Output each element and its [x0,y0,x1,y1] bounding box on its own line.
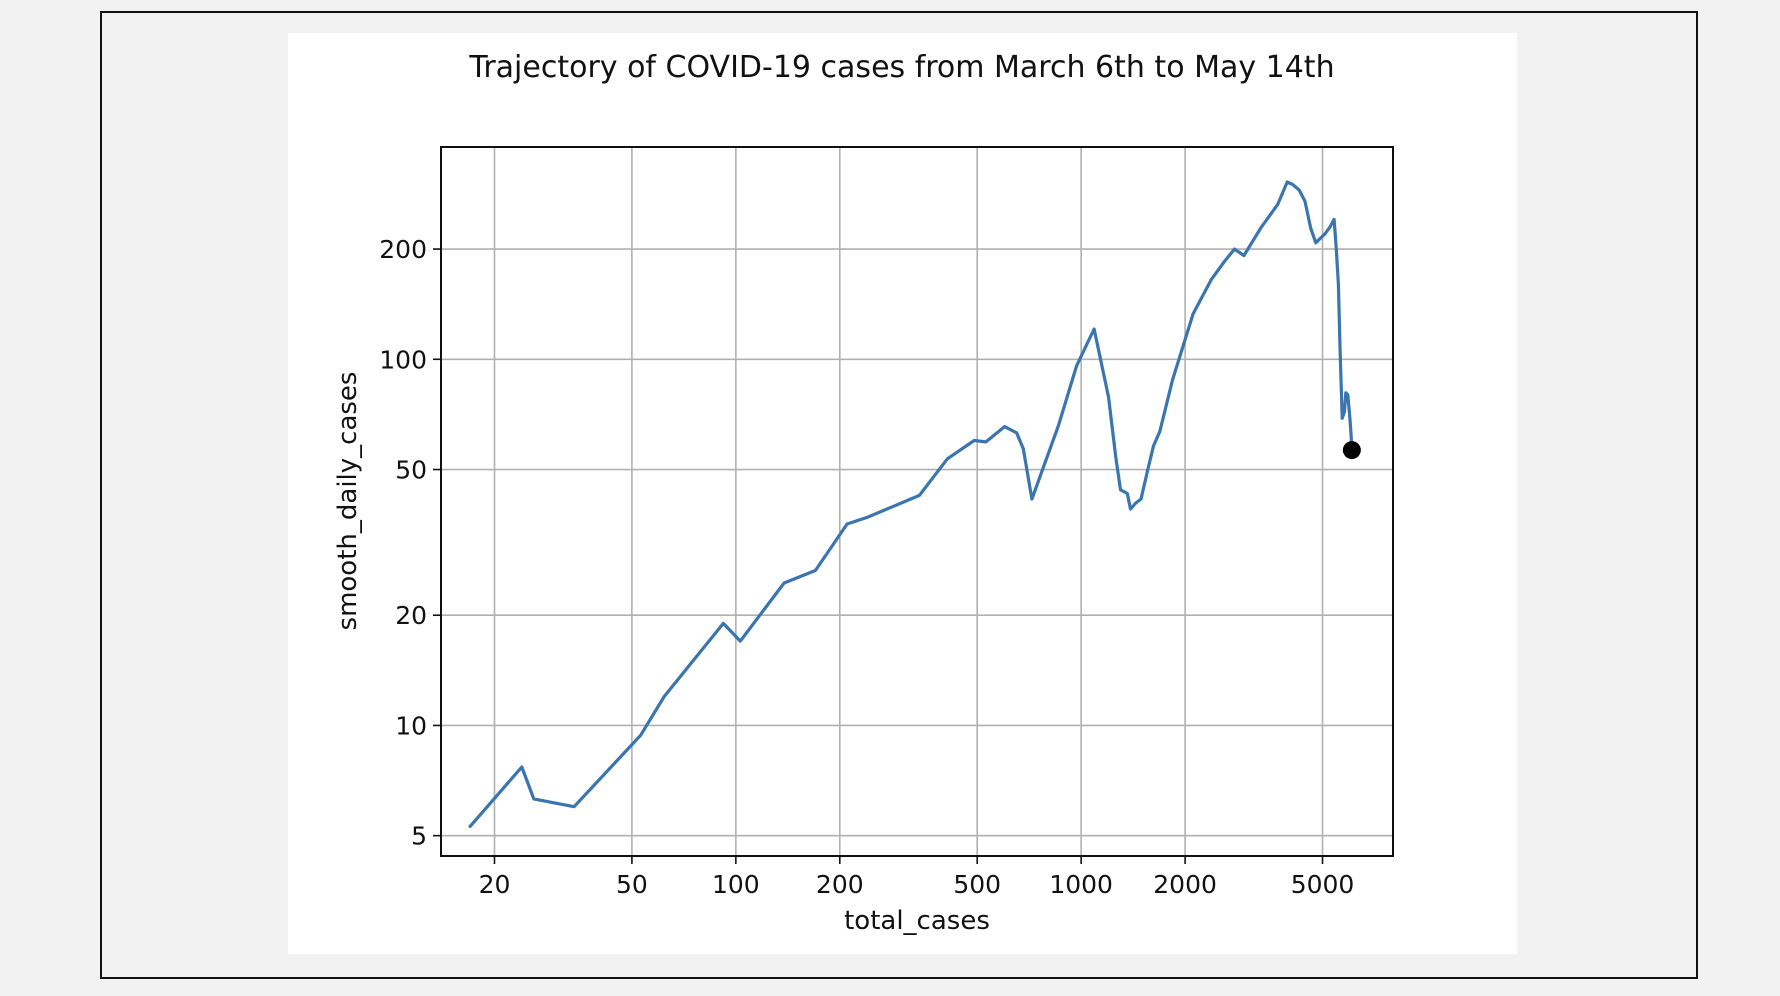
y-tick-label: 200 [379,235,427,264]
y-axis-label: smooth_daily_cases [333,372,363,631]
x-axis-label: total_cases [844,906,990,936]
x-tick-label: 100 [712,870,760,899]
y-tick-label: 50 [395,456,427,485]
x-tick-label: 200 [816,870,864,899]
x-tick-label: 5000 [1291,870,1355,899]
y-tick-label: 5 [411,822,427,851]
x-tick-label: 1000 [1049,870,1113,899]
ticks: 20 50 100 200 500 1000 2000 5000 5 10 20 50 100 200 [379,235,1354,899]
chart-title: Trajectory of COVID-19 cases from March … [468,50,1334,85]
chart: Trajectory of COVID-19 cases from March … [333,50,1394,936]
end-point-marker [1342,441,1361,460]
grid [441,147,1393,856]
x-tick-label: 500 [953,870,1001,899]
figure-frame: Trajectory of COVID-19 cases from March … [100,11,1698,979]
series [468,180,1361,829]
x-tick-label: 2000 [1153,870,1217,899]
figure-panel: Trajectory of COVID-19 cases from March … [288,33,1517,954]
plot-border [440,146,1394,857]
series-line [468,180,1354,829]
x-tick-label: 20 [479,870,511,899]
y-tick-label: 100 [379,345,427,374]
y-tick-label: 10 [395,711,427,740]
x-tick-label: 50 [616,870,648,899]
y-tick-label: 20 [395,601,427,630]
